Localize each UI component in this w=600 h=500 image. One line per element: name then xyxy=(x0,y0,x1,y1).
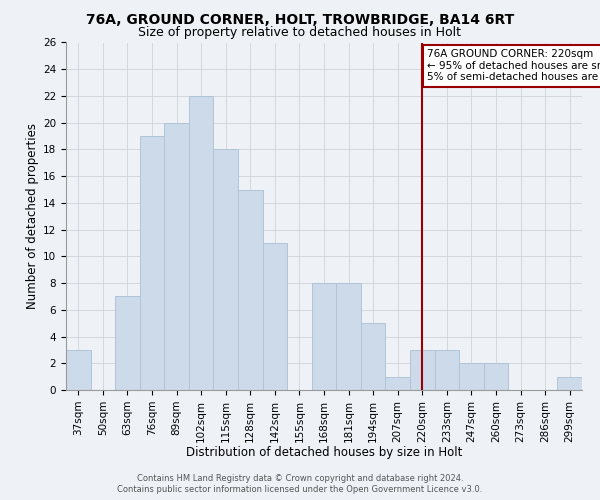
Bar xyxy=(263,243,287,390)
Bar xyxy=(361,323,385,390)
Bar xyxy=(312,283,336,390)
Bar xyxy=(557,376,582,390)
X-axis label: Distribution of detached houses by size in Holt: Distribution of detached houses by size … xyxy=(186,446,462,459)
Text: 76A GROUND CORNER: 220sqm
← 95% of detached houses are smaller (140)
5% of semi-: 76A GROUND CORNER: 220sqm ← 95% of detac… xyxy=(427,49,600,82)
Text: Contains HM Land Registry data © Crown copyright and database right 2024.
Contai: Contains HM Land Registry data © Crown c… xyxy=(118,474,482,494)
Bar xyxy=(140,136,164,390)
Bar xyxy=(189,96,214,390)
Bar xyxy=(336,283,361,390)
Bar xyxy=(115,296,140,390)
Bar xyxy=(66,350,91,390)
Text: 76A, GROUND CORNER, HOLT, TROWBRIDGE, BA14 6RT: 76A, GROUND CORNER, HOLT, TROWBRIDGE, BA… xyxy=(86,12,514,26)
Text: Size of property relative to detached houses in Holt: Size of property relative to detached ho… xyxy=(139,26,461,39)
Bar xyxy=(214,150,238,390)
Bar xyxy=(410,350,434,390)
Bar xyxy=(385,376,410,390)
Y-axis label: Number of detached properties: Number of detached properties xyxy=(26,123,39,309)
Bar xyxy=(484,364,508,390)
Bar xyxy=(238,190,263,390)
Bar xyxy=(459,364,484,390)
Bar xyxy=(164,122,189,390)
Bar xyxy=(434,350,459,390)
